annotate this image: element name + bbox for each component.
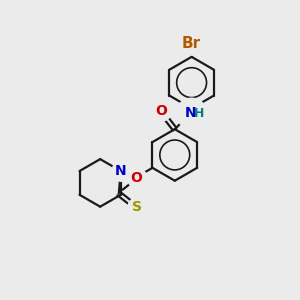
Text: N: N	[115, 164, 127, 178]
Text: Br: Br	[182, 37, 201, 52]
Text: O: O	[155, 104, 167, 118]
Text: N: N	[185, 106, 197, 120]
Text: O: O	[131, 171, 142, 185]
Text: H: H	[194, 107, 205, 120]
Text: S: S	[132, 200, 142, 214]
